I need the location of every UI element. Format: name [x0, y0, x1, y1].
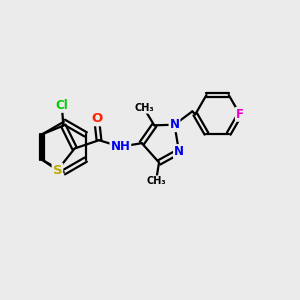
Text: N: N [174, 145, 184, 158]
Text: F: F [236, 108, 244, 121]
Text: S: S [52, 164, 62, 177]
Text: CH₃: CH₃ [134, 103, 154, 113]
Text: NH: NH [110, 140, 130, 153]
Text: Cl: Cl [56, 99, 68, 112]
Text: O: O [91, 112, 102, 125]
Text: CH₃: CH₃ [146, 176, 166, 186]
Text: N: N [169, 118, 179, 131]
